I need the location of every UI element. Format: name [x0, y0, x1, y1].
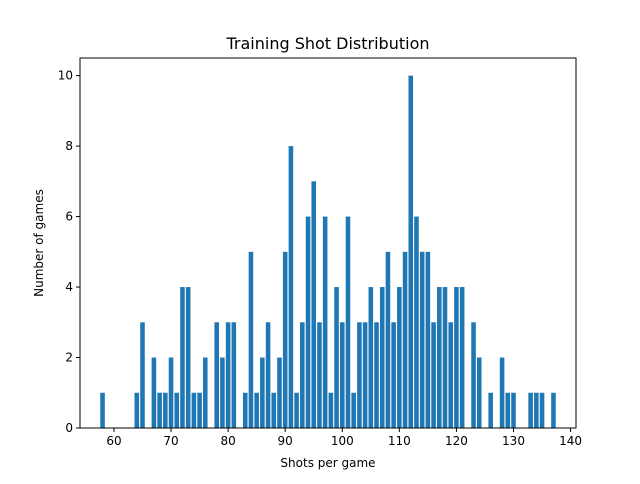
bar: [328, 392, 334, 428]
bar: [242, 392, 248, 428]
bar: [476, 357, 482, 428]
bar: [339, 322, 345, 428]
bar: [220, 357, 225, 428]
y-tick-label: 0: [65, 421, 73, 435]
bar: [459, 287, 465, 428]
bar: [151, 357, 157, 428]
x-tick-label: 60: [106, 434, 121, 448]
bar: [214, 322, 219, 428]
bar: [168, 357, 174, 428]
x-tick-label: 120: [445, 434, 468, 448]
bar: [454, 287, 459, 428]
bar: [334, 287, 339, 428]
bar: [499, 357, 505, 428]
bar: [425, 251, 431, 428]
bar: [282, 251, 288, 428]
bar: [197, 392, 202, 428]
bar: [317, 322, 322, 428]
y-tick-label: 4: [65, 280, 73, 294]
bar: [379, 287, 385, 428]
x-axis-ticks: 60 70 80 90 100 110 120 130 140: [106, 428, 582, 448]
bar: [300, 322, 305, 428]
bar: [225, 322, 231, 428]
bar: [288, 146, 294, 428]
bar: [414, 216, 419, 428]
y-tick-label: 2: [65, 351, 73, 365]
bar: [505, 392, 511, 428]
x-tick-label: 80: [220, 434, 235, 448]
bar: [385, 251, 391, 428]
chart-title: Training Shot Distribution: [225, 34, 429, 53]
bar: [305, 216, 311, 428]
bar: [397, 287, 402, 428]
bar: [134, 392, 140, 428]
bar: [294, 392, 299, 428]
bar: [528, 392, 533, 428]
bar: [254, 392, 259, 428]
y-tick-label: 10: [58, 69, 73, 83]
plot-frame: [79, 57, 577, 429]
bar: [203, 357, 208, 428]
bar: [180, 287, 185, 428]
y-tick-label: 6: [65, 210, 73, 224]
y-tick-label: 8: [65, 139, 73, 153]
bar: [539, 392, 545, 428]
bar: [100, 392, 105, 428]
bar: [362, 322, 368, 428]
bar: [431, 322, 436, 428]
bar: [534, 392, 539, 428]
bar: [174, 392, 180, 428]
bar: [402, 251, 408, 428]
x-tick-label: 140: [559, 434, 582, 448]
bar: [374, 322, 379, 428]
bar: [345, 216, 351, 428]
bar: [157, 392, 162, 428]
bar: [357, 322, 362, 428]
bar: [551, 392, 556, 428]
bar: [322, 216, 328, 428]
bar: [191, 392, 197, 428]
bar: [448, 322, 453, 428]
bar: [442, 287, 448, 428]
x-tick-label: 110: [388, 434, 411, 448]
bar: [488, 392, 493, 428]
bar: [231, 322, 237, 428]
bars-group: [100, 75, 556, 429]
bar: [271, 392, 277, 428]
bar: [265, 322, 271, 428]
bar: [351, 392, 356, 428]
bar: [140, 322, 145, 428]
x-axis-label: Shots per game: [280, 456, 375, 470]
bar: [248, 251, 254, 428]
bar: [185, 287, 191, 428]
bar: [437, 287, 442, 428]
bar: [408, 75, 414, 429]
bar: [391, 322, 396, 428]
bar: [311, 181, 317, 428]
bar: [511, 392, 516, 428]
bar: [368, 287, 374, 428]
x-tick-label: 130: [502, 434, 525, 448]
bar: [419, 251, 425, 428]
x-tick-label: 70: [163, 434, 178, 448]
bar: [260, 357, 265, 428]
bar: [277, 357, 282, 428]
y-axis-label: Number of games: [32, 189, 46, 297]
x-tick-label: 90: [278, 434, 293, 448]
bar: [163, 392, 168, 428]
x-tick-label: 100: [331, 434, 354, 448]
y-axis-ticks: 0 2 4 6 8 10: [58, 69, 80, 435]
bar: [471, 322, 476, 428]
